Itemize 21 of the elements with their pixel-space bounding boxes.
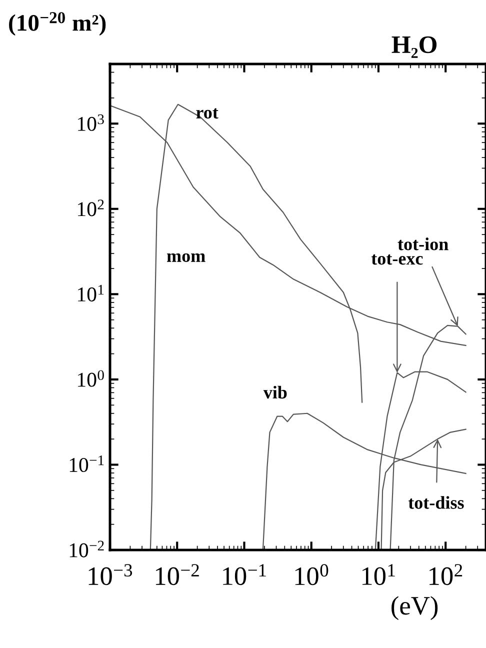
x-axis-title: (eV)	[392, 596, 438, 620]
y-tick-label: 10$^{−2}$	[70, 540, 104, 558]
y-tick-label: 10$^{2}$	[78, 200, 104, 216]
y-tick-label: 10$^{−1}$	[70, 455, 104, 472]
x-tick-label: 10$^{1}$	[362, 564, 395, 586]
y-axis-title: (10$^{−20}$ m²)	[9, 12, 106, 36]
y-tick-label: 10$^{0}$	[78, 370, 104, 387]
x-tick-label: 10$^{−2}$	[156, 564, 199, 586]
x-tick-label: 10$^{−1}$	[223, 564, 266, 586]
chart-title: H₂O	[392, 36, 437, 58]
annotation: rot	[196, 108, 218, 119]
y-tick-label: 10$^{1}$	[78, 284, 104, 302]
annotation: tot-diss	[408, 496, 464, 509]
annotation: mom	[167, 253, 206, 262]
x-tick-label: 10$^{2}$	[430, 564, 462, 586]
x-tick-label: 10$^{−3}$	[88, 564, 132, 586]
annotation: vib	[263, 386, 287, 399]
annotation: tot-ion	[398, 238, 448, 250]
annotation: tot-exc	[371, 254, 423, 265]
y-tick-label: 10$^{3}$	[78, 114, 104, 131]
x-tick-label: 10$^{0}$	[295, 564, 328, 586]
